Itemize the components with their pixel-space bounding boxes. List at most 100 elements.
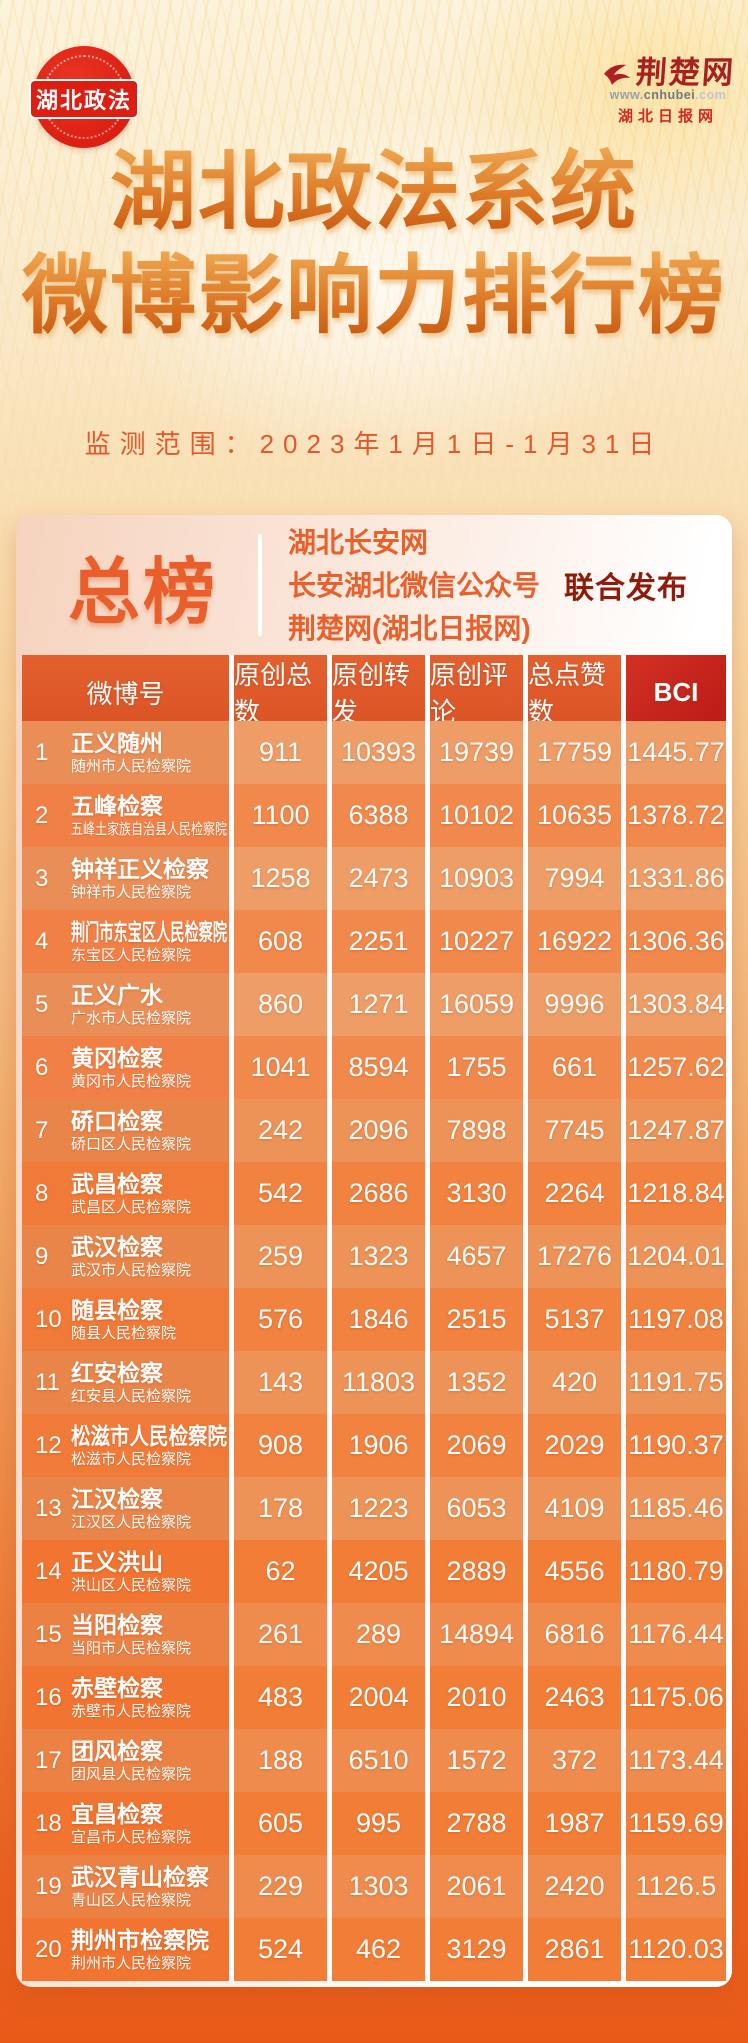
table-body: 1 正义随州 随州市人民检察院 911 10393 19739 17759 14… (22, 721, 726, 1981)
weibo-account-cell: 7 硚口检察 硚口区人民检察院 (22, 1099, 229, 1162)
table-row: 16 赤壁检察 赤壁市人民检察院 483 2004 2010 2463 1175… (22, 1666, 726, 1729)
likes-value: 10635 (528, 784, 621, 847)
likes-value: 6816 (528, 1603, 621, 1666)
bci-value: 1197.08 (626, 1288, 726, 1351)
brand-subtitle: 湖北日报网 (617, 108, 718, 125)
table-row: 1 正义随州 随州市人民检察院 911 10393 19739 17759 14… (22, 721, 726, 784)
account-org: 宜昌市人民检察院 (71, 1828, 192, 1846)
account-name: 正义洪山 (71, 1548, 163, 1575)
likes-value: 17276 (528, 1225, 621, 1288)
bci-value: 1175.06 (626, 1666, 726, 1729)
main-title-line2: 微博影响力排行榜 (0, 250, 748, 342)
weibo-account-cell: 8 武昌检察 武昌区人民检察院 (22, 1162, 229, 1225)
bci-value: 1378.72 (626, 784, 726, 847)
bci-value: 1247.87 (626, 1099, 726, 1162)
rank-number: 18 (35, 1809, 62, 1837)
bci-value: 1190.37 (626, 1414, 726, 1477)
bci-value: 1126.5 (626, 1855, 726, 1918)
originals-value: 188 (234, 1729, 327, 1792)
comments-value: 16059 (430, 973, 523, 1036)
comments-value: 6053 (430, 1477, 523, 1540)
account-org: 随州市人民检察院 (71, 757, 192, 775)
bci-value: 1120.03 (626, 1918, 726, 1981)
bci-value: 1191.75 (626, 1351, 726, 1414)
rank-number: 16 (35, 1683, 62, 1711)
account-name: 宜昌检察 (71, 1800, 163, 1827)
column-header-comments: 原创评论 (430, 655, 523, 729)
bci-value: 1445.77 (626, 721, 726, 784)
account-org: 武汉市人民检察院 (71, 1261, 192, 1279)
account-org: 江汉区人民检察院 (71, 1513, 192, 1531)
comments-value: 19739 (430, 721, 523, 784)
account-org: 黄冈市人民检察院 (71, 1072, 192, 1090)
likes-value: 420 (528, 1351, 621, 1414)
cnhubei-swoosh-icon (603, 64, 630, 85)
account-org: 东宝区人民检察院 (71, 946, 192, 964)
originals-value: 143 (234, 1351, 327, 1414)
bci-value: 1185.46 (626, 1477, 726, 1540)
account-name: 荆门市东宝区人民检察院 (71, 918, 227, 945)
likes-value: 2420 (528, 1855, 621, 1918)
column-header-likes: 总点赞数 (528, 655, 621, 729)
reposts-value: 1846 (332, 1288, 425, 1351)
ranking-card: 总榜 湖北长安网 长安湖北微信公众号 荆楚网(湖北日报网) 联合发布 微博号 原… (16, 515, 732, 1987)
comments-value: 3129 (430, 1918, 523, 1981)
reposts-value: 1323 (332, 1225, 425, 1288)
weibo-account-cell: 20 荆州市检察院 荆州市人民检察院 (22, 1918, 229, 1981)
comments-value: 1755 (430, 1036, 523, 1099)
ranking-table: 微博号 原创总数 原创转发 原创评论 总点赞数 BCI 1 正义随州 随州市人民… (22, 655, 726, 1981)
comments-value: 2061 (430, 1855, 523, 1918)
rank-number: 15 (35, 1620, 62, 1648)
likes-value: 16922 (528, 910, 621, 973)
account-name: 当阳检察 (71, 1611, 163, 1638)
rank-number: 19 (35, 1872, 62, 1900)
comments-value: 14894 (430, 1603, 523, 1666)
originals-value: 261 (234, 1603, 327, 1666)
rank-number: 17 (35, 1746, 62, 1774)
account-name: 五峰检察 (71, 792, 163, 819)
originals-value: 605 (234, 1792, 327, 1855)
table-row: 17 团风检察 团风县人民检察院 188 6510 1572 372 1173.… (22, 1729, 726, 1792)
column-header-weibo: 微博号 (22, 655, 229, 729)
likes-value: 2029 (528, 1414, 621, 1477)
rank-number: 4 (35, 927, 49, 955)
account-name: 硚口检察 (71, 1107, 163, 1134)
hubei-zhengfa-seal-logo: 湖北政法 (29, 46, 139, 148)
rank-number: 20 (35, 1935, 62, 1963)
likes-value: 7994 (528, 847, 621, 910)
weibo-account-cell: 10 随县检察 随县人民检察院 (22, 1288, 229, 1351)
account-name: 赤壁检察 (71, 1674, 163, 1701)
rank-number: 1 (35, 738, 49, 766)
originals-value: 860 (234, 973, 327, 1036)
likes-value: 2264 (528, 1162, 621, 1225)
weibo-account-cell: 6 黄冈检察 黄冈市人民检察院 (22, 1036, 229, 1099)
originals-value: 908 (234, 1414, 327, 1477)
comments-value: 10903 (430, 847, 523, 910)
account-org: 钟祥市人民检察院 (71, 883, 192, 901)
table-row: 12 松滋市人民检察院 松滋市人民检察院 908 1906 2069 2029 … (22, 1414, 726, 1477)
account-name: 钟祥正义检察 (71, 855, 209, 882)
likes-value: 7745 (528, 1099, 621, 1162)
reposts-value: 1271 (332, 973, 425, 1036)
reposts-value: 462 (332, 1918, 425, 1981)
account-name: 武汉青山检察 (71, 1863, 209, 1890)
account-name: 红安检察 (71, 1359, 163, 1386)
table-row: 20 荆州市检察院 荆州市人民检察院 524 462 3129 2861 112… (22, 1918, 726, 1981)
rank-number: 11 (35, 1368, 60, 1396)
originals-value: 1041 (234, 1036, 327, 1099)
originals-value: 542 (234, 1162, 327, 1225)
comments-value: 1352 (430, 1351, 523, 1414)
table-header-row: 微博号 原创总数 原创转发 原创评论 总点赞数 BCI (22, 655, 726, 729)
publisher-line: 湖北长安网 (288, 526, 429, 558)
reposts-value: 4205 (332, 1540, 425, 1603)
rank-number: 10 (35, 1305, 62, 1333)
weibo-account-cell: 13 江汉检察 江汉区人民检察院 (22, 1477, 229, 1540)
originals-value: 62 (234, 1540, 327, 1603)
rank-number: 8 (35, 1179, 49, 1207)
originals-value: 576 (234, 1288, 327, 1351)
account-org: 团风县人民检察院 (71, 1765, 192, 1783)
monitor-range-text: 监测范围：2023年1月1日-1月31日 (84, 429, 664, 459)
reposts-value: 6510 (332, 1729, 425, 1792)
account-name: 松滋市人民检察院 (71, 1422, 227, 1449)
reposts-value: 8594 (332, 1036, 425, 1099)
